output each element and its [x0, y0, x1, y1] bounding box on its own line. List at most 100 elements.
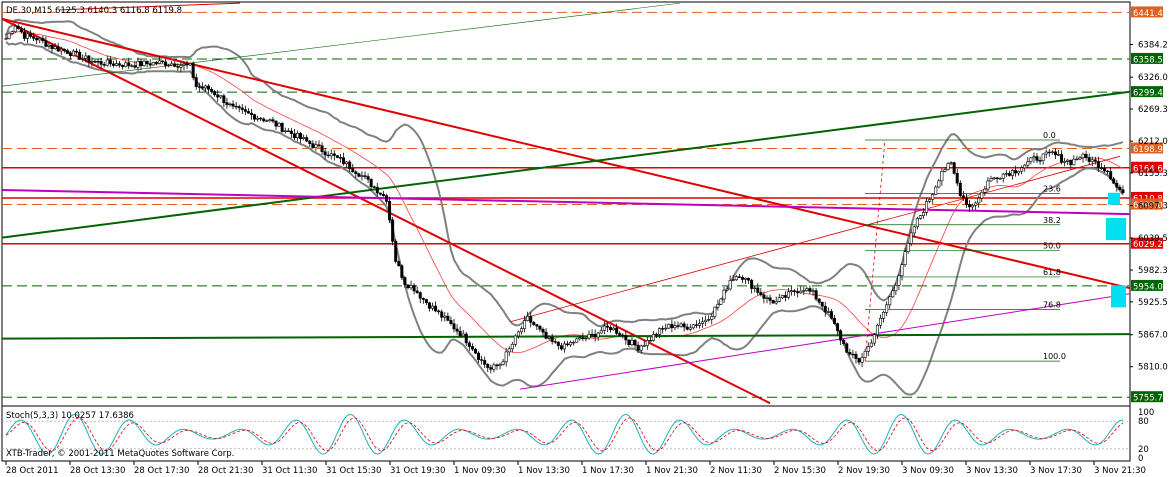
candle-body	[188, 63, 192, 66]
candle-body	[642, 345, 646, 347]
candle-body	[262, 118, 266, 122]
candle-body	[332, 153, 336, 156]
candle-body	[421, 297, 425, 300]
price-label-box	[1131, 161, 1163, 173]
candle-body	[197, 86, 201, 88]
stoch-plot-frame	[1, 405, 1131, 462]
candle-body	[173, 63, 177, 67]
x-tick-label: 28 Oct 17:30	[134, 466, 189, 476]
candle-body	[550, 336, 554, 342]
candle-body	[375, 186, 379, 194]
candle-body	[593, 334, 597, 338]
x-tick-label: 1 Nov 17:30	[582, 466, 634, 476]
candle-body	[1020, 167, 1024, 172]
candle-body	[200, 86, 204, 89]
candle-body	[541, 328, 545, 333]
candle-body	[501, 361, 505, 365]
candle-body	[182, 63, 186, 66]
candle-body	[694, 324, 698, 326]
candle-body	[4, 38, 8, 40]
candle-body	[516, 331, 520, 337]
candle-body	[486, 364, 490, 368]
candle-body	[747, 277, 751, 281]
candle-body	[701, 321, 705, 324]
candle-body	[734, 276, 738, 281]
candle-body	[547, 336, 551, 339]
candle-body	[409, 285, 413, 289]
symbol-header: DE.30,M15 6125.3 6140.3 6116.8 6119.8	[6, 6, 182, 16]
candle-body	[529, 316, 533, 323]
price-label-text: 6358.5	[1133, 55, 1163, 65]
candle-body	[483, 360, 487, 365]
trendline	[1, 17, 771, 405]
candle-body	[704, 319, 708, 323]
candle-body	[240, 107, 244, 110]
candle-body	[710, 316, 714, 320]
candle-body	[403, 277, 407, 286]
candle-body	[685, 326, 689, 330]
marks-layer: 0.0 23.6 38.2 50.0 61.8 76.8 100.0	[1, 2, 1131, 455]
candle-body	[114, 63, 118, 66]
candle-body	[323, 151, 327, 156]
candle-body	[845, 343, 849, 353]
candle-body	[29, 33, 33, 37]
candle-body	[995, 177, 999, 179]
price-label-box	[1131, 86, 1163, 98]
candle-body	[246, 111, 250, 114]
price-label-text: 5954.0	[1133, 282, 1163, 292]
candle-body	[903, 251, 907, 265]
stoch-main-line	[5, 413, 1123, 455]
candle-body	[1084, 153, 1088, 158]
candle-body	[783, 295, 787, 298]
candle-body	[118, 63, 122, 66]
candle-body	[584, 337, 588, 340]
candle-body	[958, 182, 962, 197]
candle-body	[449, 320, 453, 325]
candle-body	[964, 197, 968, 205]
candle-body	[289, 130, 293, 134]
trendline	[1, 90, 1131, 239]
candle-body	[179, 65, 183, 68]
candle-body	[127, 62, 131, 67]
candle-body	[750, 279, 754, 289]
candle-body	[1032, 156, 1036, 159]
candle-body	[213, 91, 217, 96]
fib-level-label: 0.0	[1043, 131, 1056, 140]
candle-body	[164, 61, 168, 66]
price-label-box	[1131, 279, 1163, 291]
candle-body	[998, 178, 1002, 180]
candle-body	[231, 103, 235, 107]
candle-body	[477, 352, 481, 360]
y-tick-label: 5982.3	[1138, 266, 1168, 276]
candle-body	[1004, 173, 1008, 175]
candle-body	[796, 291, 800, 294]
candle-body	[722, 289, 726, 300]
y-tick-label: 6384.2	[1138, 41, 1168, 51]
candle-body	[977, 197, 981, 204]
candle-body	[676, 325, 680, 327]
candle-body	[596, 332, 600, 338]
candle-body	[627, 339, 631, 345]
candle-body	[740, 276, 744, 280]
candle-body	[906, 243, 910, 252]
candle-body	[1096, 161, 1100, 169]
candle-body	[203, 85, 207, 89]
candle-body	[1056, 154, 1060, 156]
candle-body	[354, 171, 358, 175]
candle-body	[458, 330, 462, 337]
candle-body	[1063, 161, 1067, 163]
x-tick-label: 3 Nov 17:30	[1030, 466, 1082, 476]
candle-body	[265, 120, 269, 122]
candle-body	[1053, 151, 1057, 156]
candle-body	[78, 51, 82, 60]
candle-body	[971, 204, 975, 208]
candle-body	[50, 44, 54, 49]
candle-body	[299, 133, 303, 139]
candle-body	[826, 311, 830, 313]
candle-body	[602, 325, 606, 331]
candle-body	[256, 117, 260, 120]
candle-body	[461, 333, 465, 337]
candle-body	[771, 300, 775, 304]
candle-body	[854, 353, 858, 359]
